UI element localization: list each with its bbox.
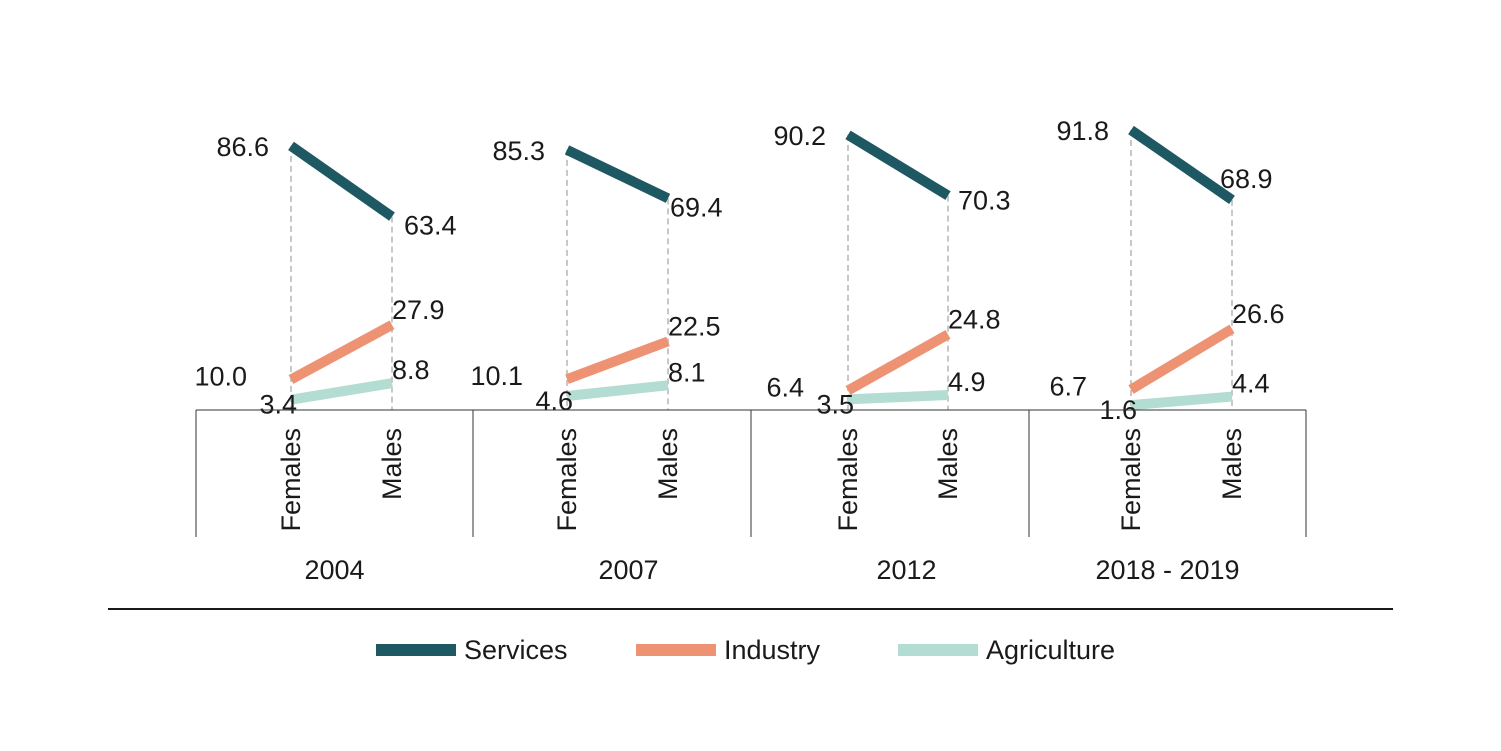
tick-2018-2019-females: Females (1116, 428, 1146, 532)
label-industry-2012-males: 24.8 (948, 304, 1001, 334)
line-industry-2004 (288, 320, 395, 384)
line-services-2007 (564, 145, 671, 203)
label-industry-2007-females: 10.1 (470, 361, 523, 391)
guide-lines (290, 130, 1233, 410)
label-agriculture-2004-males: 8.8 (392, 355, 430, 385)
series-lines (288, 125, 1235, 411)
group-label-2007: 2007 (598, 555, 658, 585)
line-industry-2012 (845, 329, 951, 395)
label-services-2012-females: 90.2 (773, 121, 826, 151)
label-industry-2004-males: 27.9 (392, 295, 445, 325)
tick-2018-2019-males: Males (1217, 428, 1247, 500)
line-services-2012 (845, 130, 951, 200)
label-industry-2007-males: 22.5 (668, 311, 721, 341)
tick-2004-males: Males (377, 428, 407, 500)
line-services-2004 (288, 141, 395, 221)
label-services-2007-males: 69.4 (670, 192, 723, 222)
value-labels: 86.6 63.4 85.3 69.4 90.2 70.3 91.8 68.9 10.0 27.9… (194, 116, 1284, 425)
label-agriculture-2012-males: 4.9 (948, 367, 986, 397)
label-industry-2018-2019-females: 6.7 (1049, 372, 1087, 402)
label-agriculture-2012-females: 3.5 (816, 389, 854, 419)
tick-2012-males: Males (933, 428, 963, 500)
legend-label-services: Services (464, 635, 568, 665)
group-label-2018-2019: 2018 - 2019 (1095, 555, 1239, 585)
label-services-2007-females: 85.3 (492, 136, 545, 166)
label-services-2012-males: 70.3 (958, 186, 1011, 216)
line-agriculture-2007 (566, 380, 669, 401)
label-agriculture-2007-females: 4.6 (535, 386, 573, 416)
line-industry-2018-2019 (1128, 324, 1235, 394)
tick-2004-females: Females (276, 428, 306, 532)
label-industry-2018-2019-males: 26.6 (1232, 299, 1285, 329)
line-agriculture-2004 (290, 378, 393, 405)
line-industry-2007 (565, 336, 670, 384)
group-label-2012: 2012 (876, 555, 936, 585)
legend-label-agriculture: Agriculture (986, 635, 1115, 665)
label-industry-2004-females: 10.0 (194, 362, 247, 392)
label-industry-2012-females: 6.4 (766, 372, 804, 402)
tick-2012-females: Females (833, 428, 863, 532)
label-services-2004-males: 63.4 (404, 211, 457, 241)
label-agriculture-2018-2019-males: 4.4 (1232, 369, 1270, 399)
label-services-2018-2019-females: 91.8 (1056, 116, 1109, 146)
line-services-2018-2019 (1128, 125, 1235, 204)
label-services-2018-2019-males: 68.9 (1220, 164, 1273, 194)
label-agriculture-2004-females: 3.4 (259, 390, 297, 420)
legend: Services Industry Agriculture (108, 608, 1393, 665)
tick-2007-females: Females (552, 428, 582, 532)
line-agriculture-2018-2019 (1130, 391, 1233, 411)
tick-2007-males: Males (653, 428, 683, 500)
label-agriculture-2007-males: 8.1 (668, 357, 706, 387)
category-axis: Females Males 2004 Females Males 2007 Females M… (195, 409, 1307, 585)
group-label-2004: 2004 (304, 555, 364, 585)
label-services-2004-females: 86.6 (216, 132, 269, 162)
legend-label-industry: Industry (724, 635, 821, 665)
line-agriculture-2012 (847, 390, 949, 405)
